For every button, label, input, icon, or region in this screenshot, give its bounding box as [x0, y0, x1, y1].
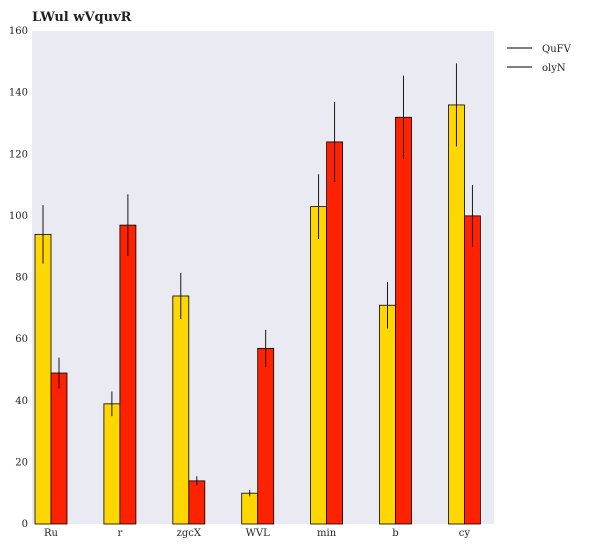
legend: QuFV olyN: [507, 44, 572, 74]
bars: [34, 104, 481, 525]
x-tick-label: zgcX: [177, 528, 202, 539]
bar-QuFV-Ru: [34, 233, 52, 525]
y-tick-label: 100: [9, 211, 28, 222]
x-tick-label: r: [118, 528, 123, 539]
error-bars: [42, 63, 473, 497]
bar-QuFV-WVL: [241, 492, 259, 525]
x-tick-label: WVL: [246, 528, 271, 539]
y-tick-label: 160: [9, 26, 28, 37]
legend-label: olyN: [542, 63, 566, 74]
bar-QuFV-min: [310, 206, 328, 525]
bar-QuFV-zgcX: [172, 295, 190, 525]
bar-olyN-b: [395, 116, 412, 525]
x-tick-labels: Ru r zgcX WVL min b cy: [44, 528, 470, 539]
bar-olyN-WVL: [257, 347, 275, 525]
y-tick-labels: 0 20 40 60 80 100 120 140 160: [9, 26, 28, 530]
x-tick-label: min: [317, 528, 337, 539]
bar-QuFV-r: [103, 403, 121, 525]
x-tick-label: b: [392, 528, 398, 539]
y-tick-label: 120: [9, 149, 28, 160]
bar-QuFV-b: [379, 304, 396, 525]
bar-olyN-cy: [463, 215, 481, 525]
bar-QuFV-cy: [447, 104, 465, 525]
y-tick-label: 60: [15, 334, 28, 345]
legend-label: QuFV: [542, 44, 572, 55]
y-tick-label: 20: [15, 457, 28, 468]
bar-olyN-Ru: [50, 372, 68, 525]
y-tick-label: 0: [22, 519, 28, 530]
y-tick-label: 140: [9, 88, 28, 99]
bar-olyN-r: [119, 224, 137, 525]
bar-olyN-min: [326, 141, 344, 525]
y-tick-label: 40: [15, 396, 28, 407]
x-tick-label: Ru: [44, 528, 59, 539]
bar-olyN-zgcX: [188, 480, 206, 525]
x-tick-label: cy: [459, 528, 471, 539]
chart-title: LWul wVquvR: [32, 10, 132, 25]
y-tick-label: 80: [15, 273, 28, 284]
